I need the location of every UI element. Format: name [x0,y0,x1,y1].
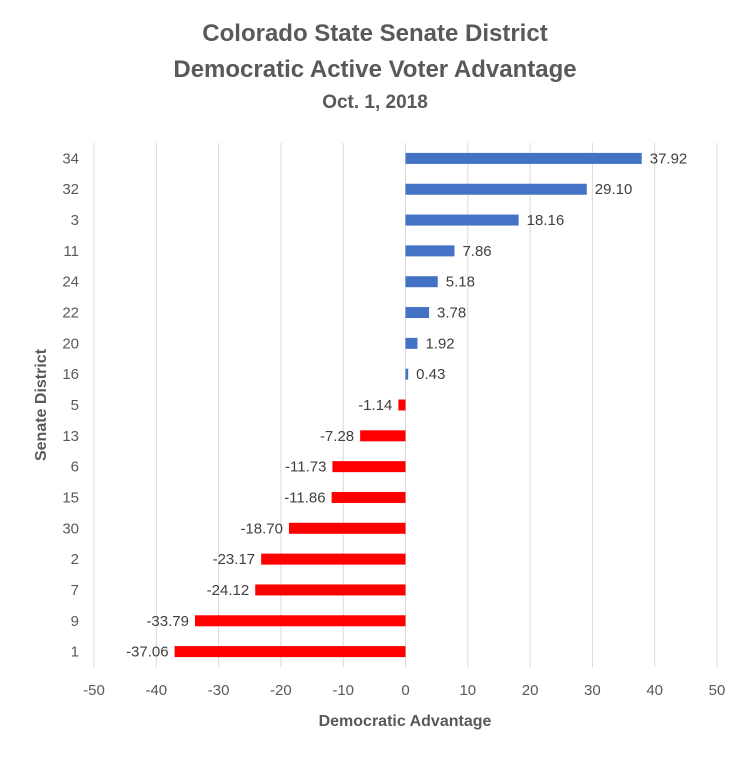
data-label: -7.28 [320,428,354,445]
data-label: -18.70 [240,520,283,537]
bars [174,152,642,658]
bar [332,461,406,473]
y-tick-label: 20 [62,335,79,352]
bar [405,152,642,164]
data-label: 5.18 [446,274,475,291]
bar [405,337,418,349]
x-tick-label: 40 [646,682,663,699]
y-tick-label: 13 [62,428,79,445]
x-axis-label: Democratic Advantage [319,713,492,730]
data-labels: 37.92 29.10 18.16 7.86 5.18 3.78 1.92 0.43 -1.14… [126,150,687,660]
bar [288,522,406,534]
y-tick-label: 24 [62,274,79,291]
y-tick-label: 6 [71,459,79,476]
x-tick-label: 20 [522,682,539,699]
y-tick-label: 7 [71,582,79,599]
y-tick-label: 32 [62,181,79,198]
data-label: 37.92 [650,150,688,167]
y-axis-label: Senate District [33,348,50,461]
bar [405,183,587,195]
x-axis-tick-labels: -50 -40 -30 -20 -10 0 10 20 30 40 50 [83,682,725,699]
data-label: 7.86 [462,243,491,260]
bar [194,615,406,627]
x-tick-label: -30 [208,682,230,699]
x-tick-label: -50 [83,682,105,699]
chart-date: Oct. 1, 2018 [322,92,428,113]
bar [360,430,406,442]
y-tick-label: 1 [71,644,79,661]
x-tick-label: 0 [401,682,409,699]
data-label: -1.14 [358,397,392,414]
data-label: -33.79 [146,613,189,630]
chart-title: Colorado State Senate District [202,20,548,47]
y-tick-label: 5 [71,397,79,414]
data-label: -24.12 [207,582,250,599]
bar [255,584,406,596]
y-tick-label: 22 [62,305,79,322]
y-tick-label: 11 [63,243,79,260]
bar [405,368,409,380]
y-tick-label: 34 [62,150,79,167]
bar [261,553,406,565]
y-tick-label: 16 [62,366,79,383]
data-label: -11.86 [284,489,325,506]
x-tick-label: 50 [709,682,726,699]
bar [405,214,519,226]
x-tick-label: -40 [145,682,167,699]
data-label: 1.92 [425,335,454,352]
y-tick-label: 15 [62,489,79,506]
gridlines [93,143,718,667]
bar [405,276,438,288]
data-label: 0.43 [416,366,445,383]
bar [405,245,455,257]
data-label: -37.06 [126,644,169,661]
data-label: -23.17 [213,551,256,568]
data-label: -11.73 [285,459,326,476]
bar [174,646,406,658]
bar [405,307,430,319]
y-tick-label: 2 [71,551,79,568]
bar [398,399,406,411]
x-tick-label: 30 [584,682,601,699]
y-axis-tick-labels: 34 32 3 11 24 22 20 16 5 13 6 15 30 2 7 9 1 [62,150,79,660]
y-tick-label: 30 [62,520,79,537]
data-label: 3.78 [437,305,466,322]
chart-subtitle: Democratic Active Voter Advantage [173,56,577,83]
data-label: 18.16 [527,212,565,229]
data-label: 29.10 [595,181,633,198]
x-tick-label: -10 [332,682,354,699]
bar [331,491,406,503]
y-tick-label: 9 [71,613,79,630]
y-tick-label: 3 [71,212,79,229]
x-tick-label: 10 [459,682,476,699]
x-tick-label: -20 [270,682,292,699]
